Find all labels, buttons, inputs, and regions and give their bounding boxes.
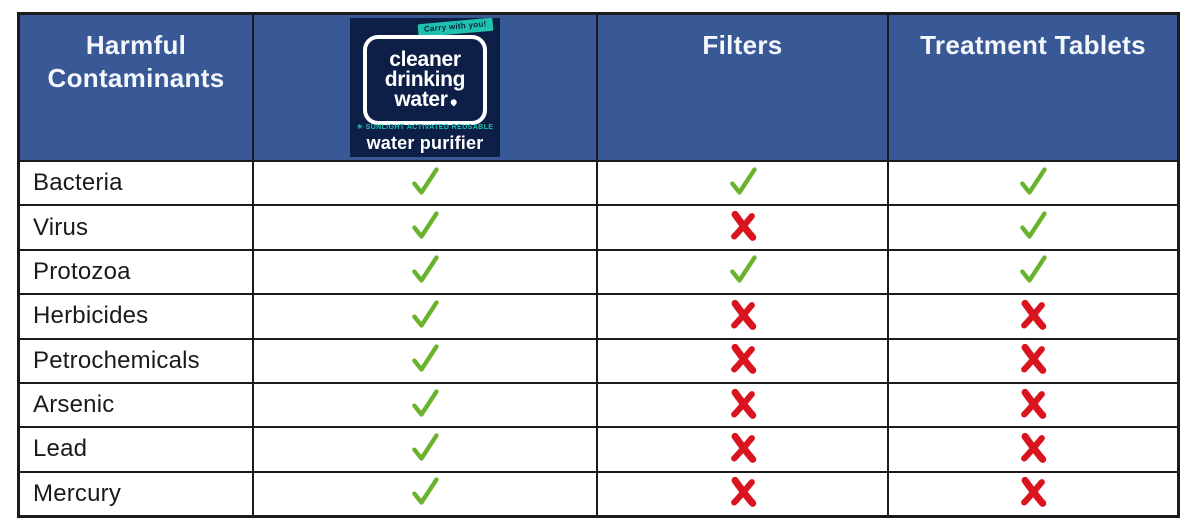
water-droplet-icon — [449, 98, 458, 107]
cross-icon — [1018, 387, 1048, 424]
cell-tablets — [889, 340, 1177, 382]
logo-word-drinking: drinking — [384, 68, 466, 92]
contaminant-label: Mercury — [20, 472, 254, 515]
contaminant-label: Petrochemicals — [20, 339, 254, 382]
cross-icon — [728, 475, 758, 512]
logo-product-name: water purifier — [366, 132, 484, 153]
table-row: Petrochemicals — [20, 339, 1177, 384]
check-icon — [1017, 166, 1049, 201]
logo-subline: ☀ SUNLIGHT ACTIVATED REUSABLE — [356, 124, 494, 132]
check-icon — [727, 166, 759, 201]
cross-icon — [728, 298, 758, 335]
header-harmful-contaminants: Harmful Contaminants — [20, 15, 254, 160]
cell-tablets — [889, 251, 1177, 293]
cell-tablets — [889, 428, 1177, 470]
contaminant-label: Arsenic — [20, 383, 254, 427]
cross-icon — [728, 209, 758, 246]
check-icon — [409, 166, 441, 201]
cross-icon — [1018, 298, 1048, 335]
cell-filters — [598, 162, 889, 205]
cell-tablets — [889, 473, 1177, 515]
check-icon — [409, 343, 441, 378]
cell-cdw — [254, 162, 598, 205]
logo-wordmark-frame: cleaner drinking water — [363, 35, 487, 125]
cell-filters — [598, 383, 889, 427]
contaminant-label: Bacteria — [20, 162, 254, 205]
contaminant-label: Lead — [20, 428, 254, 471]
table-header-row: Harmful Contaminants Carry with you! cle… — [20, 15, 1177, 162]
cell-filters — [598, 428, 889, 471]
table-row: Herbicides — [20, 295, 1177, 340]
check-icon — [409, 476, 441, 511]
check-icon — [1017, 254, 1049, 289]
cell-cdw — [254, 472, 598, 515]
cell-cdw — [254, 206, 598, 249]
table-row: Lead — [20, 428, 1177, 473]
cross-icon — [728, 342, 758, 379]
table-row: Bacteria — [20, 162, 1177, 207]
cleaner-drinking-water-logo: Carry with you! cleaner drinking water ☀… — [350, 17, 500, 157]
cell-cdw — [254, 250, 598, 294]
header-filters: Filters — [598, 15, 889, 160]
cell-cdw — [254, 383, 598, 427]
cell-filters — [598, 250, 889, 294]
check-icon — [409, 210, 441, 245]
check-icon — [409, 388, 441, 423]
check-icon — [409, 432, 441, 467]
table-row: Protozoa — [20, 250, 1177, 296]
cell-tablets — [889, 206, 1177, 248]
comparison-table: Harmful Contaminants Carry with you! cle… — [17, 12, 1180, 518]
cross-icon — [728, 387, 758, 424]
header-treatment-tablets: Treatment Tablets — [920, 30, 1146, 60]
cross-icon — [728, 431, 758, 468]
cross-icon — [1018, 431, 1048, 468]
contaminant-label: Virus — [20, 206, 254, 249]
contaminant-label: Herbicides — [20, 295, 254, 338]
cross-icon — [1018, 475, 1048, 512]
cell-filters — [598, 295, 889, 338]
table-row: Mercury — [20, 472, 1177, 515]
contaminant-label: Protozoa — [20, 250, 254, 294]
cell-cdw — [254, 428, 598, 471]
check-icon — [1017, 210, 1049, 245]
cell-tablets — [889, 162, 1177, 204]
table-row: Arsenic — [20, 383, 1177, 429]
cell-cdw — [254, 295, 598, 338]
cell-cdw — [254, 339, 598, 382]
table-body: Bacteria — [20, 162, 1177, 515]
logo-word-cleaner: cleaner — [389, 48, 461, 72]
cell-filters — [598, 206, 889, 249]
cell-tablets — [889, 384, 1177, 426]
logo-word-water: water — [394, 89, 458, 110]
cell-filters — [598, 339, 889, 382]
check-icon — [409, 254, 441, 289]
cross-icon — [1018, 342, 1048, 379]
header-product-column: Carry with you! cleaner drinking water ☀… — [254, 15, 598, 160]
check-icon — [727, 254, 759, 289]
table-row: Virus — [20, 206, 1177, 251]
cell-tablets — [889, 295, 1177, 337]
cell-filters — [598, 472, 889, 515]
check-icon — [409, 299, 441, 334]
